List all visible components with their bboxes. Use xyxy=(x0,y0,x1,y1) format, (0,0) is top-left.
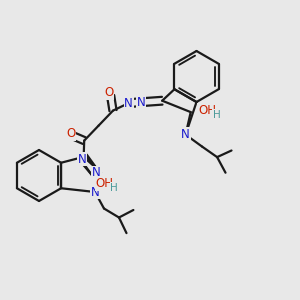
Text: N: N xyxy=(181,128,190,141)
Text: H: H xyxy=(213,110,221,120)
Text: N: N xyxy=(78,153,86,166)
Text: O: O xyxy=(66,127,76,140)
Text: N: N xyxy=(124,97,133,110)
Text: O: O xyxy=(104,86,114,99)
Text: H: H xyxy=(110,183,118,193)
Text: N: N xyxy=(92,166,101,179)
Text: N: N xyxy=(137,96,146,109)
Text: OH: OH xyxy=(96,177,114,190)
Text: N: N xyxy=(91,185,99,199)
Text: OH: OH xyxy=(198,104,216,117)
